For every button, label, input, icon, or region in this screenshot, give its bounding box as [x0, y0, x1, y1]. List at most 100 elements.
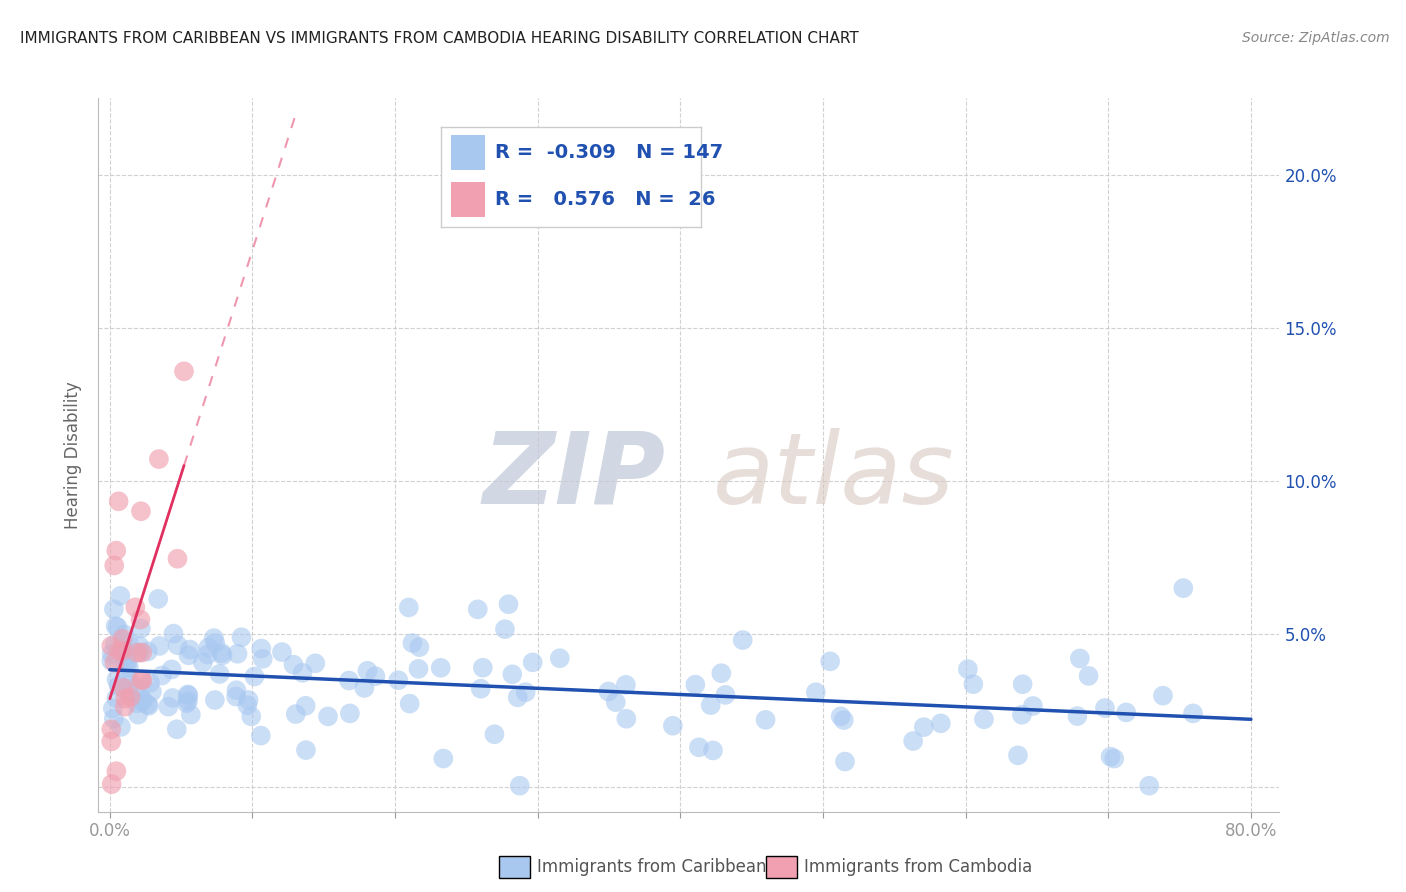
- Point: [364, 669, 387, 683]
- Point: [548, 651, 571, 665]
- Point: [337, 673, 360, 688]
- Point: [291, 665, 314, 680]
- Point: [141, 684, 163, 698]
- Point: [208, 667, 231, 681]
- Point: [225, 683, 247, 698]
- Point: [243, 669, 266, 683]
- Point: [177, 694, 200, 708]
- Point: [110, 589, 132, 603]
- Point: [139, 676, 162, 690]
- Point: [176, 696, 198, 710]
- Point: [107, 494, 129, 508]
- Point: [129, 673, 152, 687]
- Point: [202, 631, 225, 645]
- Point: [166, 551, 188, 566]
- Text: ZIP: ZIP: [482, 428, 665, 524]
- Point: [702, 743, 724, 757]
- Point: [236, 698, 259, 713]
- Point: [148, 452, 170, 467]
- Point: [129, 613, 152, 627]
- Point: [614, 678, 637, 692]
- Point: [731, 633, 754, 648]
- Point: [100, 723, 122, 737]
- Point: [100, 777, 122, 791]
- Point: [755, 713, 778, 727]
- Point: [125, 697, 148, 711]
- Point: [128, 646, 150, 660]
- Point: [136, 644, 159, 658]
- Point: [316, 709, 339, 723]
- Point: [111, 632, 134, 646]
- Point: [117, 685, 139, 699]
- Point: [688, 740, 710, 755]
- Point: [962, 677, 984, 691]
- Point: [166, 638, 188, 652]
- Point: [830, 709, 852, 723]
- Point: [180, 707, 202, 722]
- Point: [471, 661, 494, 675]
- Point: [356, 664, 378, 678]
- Point: [136, 698, 159, 712]
- Point: [429, 661, 451, 675]
- Point: [112, 681, 135, 695]
- Point: [204, 636, 226, 650]
- Point: [1102, 751, 1125, 765]
- Point: [699, 698, 721, 712]
- Point: [501, 667, 523, 681]
- Point: [1099, 749, 1122, 764]
- Point: [1007, 748, 1029, 763]
- Point: [112, 644, 135, 658]
- Point: [129, 504, 152, 518]
- Point: [408, 640, 430, 654]
- Point: [353, 681, 375, 695]
- Point: [105, 543, 128, 558]
- Point: [105, 691, 128, 706]
- Point: [509, 779, 531, 793]
- Point: [177, 689, 200, 703]
- Point: [115, 657, 138, 671]
- Point: [1182, 706, 1205, 721]
- Point: [131, 646, 153, 660]
- Point: [112, 627, 135, 641]
- Point: [191, 656, 214, 670]
- Point: [238, 693, 260, 707]
- Point: [1011, 707, 1033, 722]
- Point: [714, 688, 737, 702]
- Point: [150, 668, 173, 682]
- Point: [912, 720, 935, 734]
- Point: [470, 681, 492, 696]
- Point: [484, 727, 506, 741]
- Point: [160, 662, 183, 676]
- Point: [128, 639, 150, 653]
- Point: [100, 654, 122, 668]
- Point: [104, 619, 127, 633]
- Point: [111, 644, 134, 658]
- Point: [1069, 651, 1091, 665]
- Point: [834, 755, 856, 769]
- Point: [173, 364, 195, 378]
- Point: [1066, 709, 1088, 723]
- Text: atlas: atlas: [713, 428, 955, 524]
- Point: [929, 716, 952, 731]
- Point: [294, 698, 316, 713]
- Point: [127, 707, 149, 722]
- Text: Source: ZipAtlas.com: Source: ZipAtlas.com: [1241, 31, 1389, 45]
- Point: [107, 620, 129, 634]
- Point: [111, 646, 134, 660]
- Point: [111, 633, 134, 648]
- Point: [506, 690, 529, 705]
- Point: [179, 642, 201, 657]
- Point: [120, 690, 142, 705]
- Point: [804, 685, 827, 699]
- Point: [494, 622, 516, 636]
- Point: [166, 723, 188, 737]
- Point: [131, 695, 153, 709]
- Point: [818, 654, 841, 668]
- Point: [114, 657, 136, 672]
- Point: [271, 645, 294, 659]
- Y-axis label: Hearing Disability: Hearing Disability: [65, 381, 83, 529]
- Point: [605, 695, 627, 709]
- Point: [398, 600, 420, 615]
- Point: [498, 597, 520, 611]
- Point: [1094, 701, 1116, 715]
